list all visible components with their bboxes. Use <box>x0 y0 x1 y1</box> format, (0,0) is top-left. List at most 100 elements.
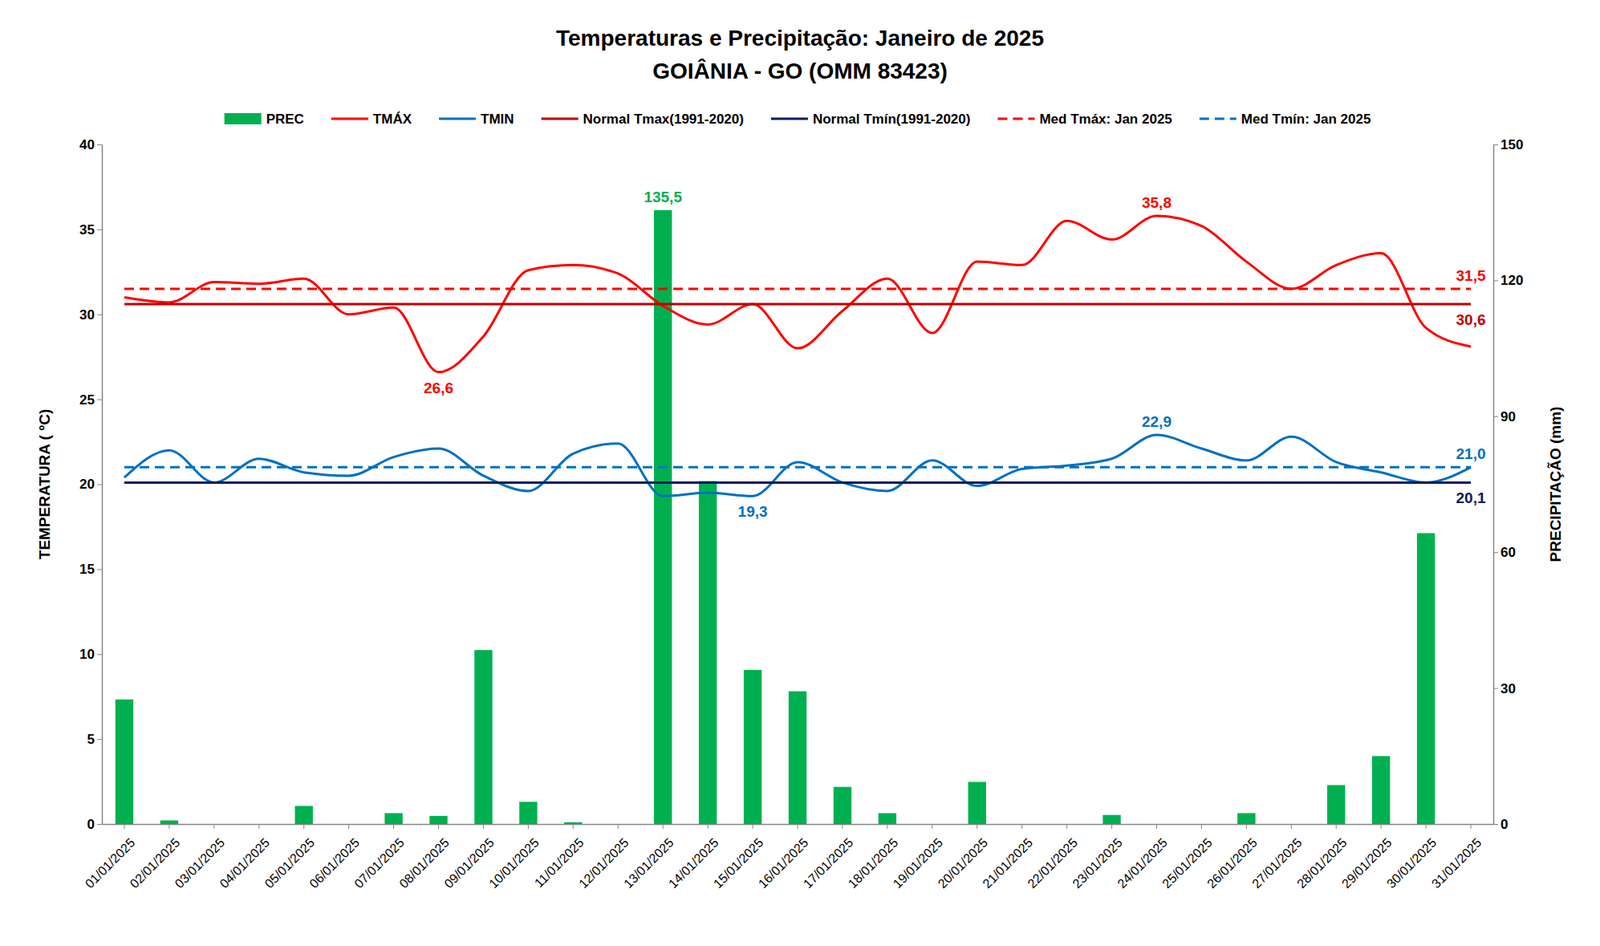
subtitle: GOIÂNIA - GO (OMM 83423) <box>652 58 948 84</box>
tick-label: 20 <box>79 476 95 492</box>
tick-mark <box>1425 824 1427 829</box>
legend-symbol <box>331 117 369 121</box>
tick-mark <box>931 824 933 829</box>
tick: 150 <box>1493 137 1523 153</box>
tick-mark <box>1111 824 1113 829</box>
line <box>124 287 1471 290</box>
bar <box>968 781 987 825</box>
tick-mark <box>483 824 484 829</box>
annotation: 21,0 <box>1456 445 1487 463</box>
tick-mark <box>1246 824 1247 829</box>
tick-mark <box>1493 552 1499 553</box>
tick: 20 <box>79 476 102 492</box>
legend-item: Normal Tmax(1991-2020) <box>541 111 744 127</box>
bar <box>1282 824 1300 825</box>
legend-item: Med Tmín: Jan 2025 <box>1199 111 1372 127</box>
tick-mark <box>797 824 799 829</box>
tick-mark <box>572 824 574 829</box>
chart: Temperaturas e Precipitação: Janeiro de … <box>0 0 1600 946</box>
tick-label: 30 <box>79 307 95 323</box>
tick-mark <box>976 824 978 829</box>
annotation: 19,3 <box>738 503 768 520</box>
tick: 0 <box>1493 816 1508 833</box>
line <box>124 434 1471 496</box>
tick-mark <box>1380 824 1382 829</box>
bar <box>1237 812 1255 825</box>
legend-symbol <box>771 117 809 121</box>
tick: 31/01/2025 <box>1429 824 1485 891</box>
bar <box>339 824 358 825</box>
tick-label: 0 <box>87 816 95 833</box>
tick-mark <box>97 399 102 401</box>
bar <box>205 824 224 825</box>
bar <box>609 824 627 825</box>
line <box>124 466 1471 469</box>
tick-mark <box>1201 824 1203 829</box>
line <box>124 481 1471 484</box>
tick-label: 0 <box>1500 816 1508 833</box>
bar <box>1012 824 1031 825</box>
legend-label: Med Tmín: Jan 2025 <box>1241 111 1372 127</box>
annotation: 26,6 <box>423 379 454 397</box>
tick-mark <box>1493 280 1499 281</box>
legend-label: TMÁX <box>373 111 413 127</box>
legend-label: Normal Tmín(1991-2020) <box>812 111 971 127</box>
y-axis: 0510152025303540 <box>79 137 102 833</box>
tick-mark <box>438 824 439 829</box>
legend-symbol <box>1199 117 1237 121</box>
tick-mark <box>1156 824 1158 829</box>
tick-mark <box>393 824 394 829</box>
bar <box>474 649 492 825</box>
y2-axis: 0306090120150 <box>1493 137 1523 833</box>
bar <box>698 481 717 825</box>
tick: 15 <box>79 561 102 577</box>
tick-mark <box>97 739 102 740</box>
bar <box>250 824 269 825</box>
tick-label: 5 <box>87 731 95 748</box>
tick-mark <box>303 824 305 829</box>
tick-mark <box>1493 824 1499 825</box>
annotation: 135,5 <box>643 188 683 206</box>
tick-mark <box>97 568 102 570</box>
tick-mark <box>1493 144 1499 146</box>
tick-mark <box>1291 824 1292 829</box>
tick-mark <box>97 314 102 316</box>
tick-mark <box>97 824 102 825</box>
tick: 60 <box>1493 544 1516 561</box>
legend-label: PREC <box>266 111 305 127</box>
tick-label: 25 <box>79 392 95 408</box>
legend-item: Normal Tmín(1991-2020) <box>771 111 971 127</box>
bar <box>833 787 852 825</box>
tick: 40 <box>79 137 102 153</box>
tick: 10 <box>79 646 102 662</box>
bar <box>1057 824 1076 825</box>
bar <box>564 822 582 825</box>
tick-mark <box>527 824 529 829</box>
tick: 90 <box>1493 409 1516 425</box>
tick-mark <box>97 653 102 655</box>
tick-mark <box>258 824 260 829</box>
legend-label: Normal Tmax(1991-2020) <box>583 111 744 127</box>
annotations: 135,526,635,822,919,331,530,621,020,1 <box>423 188 1487 520</box>
x-axis: 01/01/202502/01/202503/01/202504/01/2025… <box>82 824 1495 891</box>
bar <box>384 812 403 825</box>
legend-symbol <box>224 113 262 125</box>
title: Temperaturas e Precipitação: Janeiro de … <box>556 25 1044 51</box>
tick-mark <box>1066 824 1068 829</box>
tick-label: 30 <box>1500 681 1516 697</box>
bar <box>1192 824 1211 825</box>
tick-mark <box>841 824 843 829</box>
plot-area <box>115 210 1471 825</box>
bar <box>788 691 807 825</box>
bar <box>1102 815 1121 825</box>
annotation: 20,1 <box>1456 489 1487 507</box>
legend-symbol <box>438 117 476 121</box>
legend-label: TMIN <box>480 111 515 127</box>
annotation: 31,5 <box>1456 267 1487 285</box>
bar <box>429 816 447 825</box>
tick-mark <box>1493 688 1499 690</box>
bar <box>115 699 134 825</box>
bar <box>295 805 313 825</box>
bar <box>1461 824 1480 825</box>
annotation: 35,8 <box>1141 194 1172 212</box>
